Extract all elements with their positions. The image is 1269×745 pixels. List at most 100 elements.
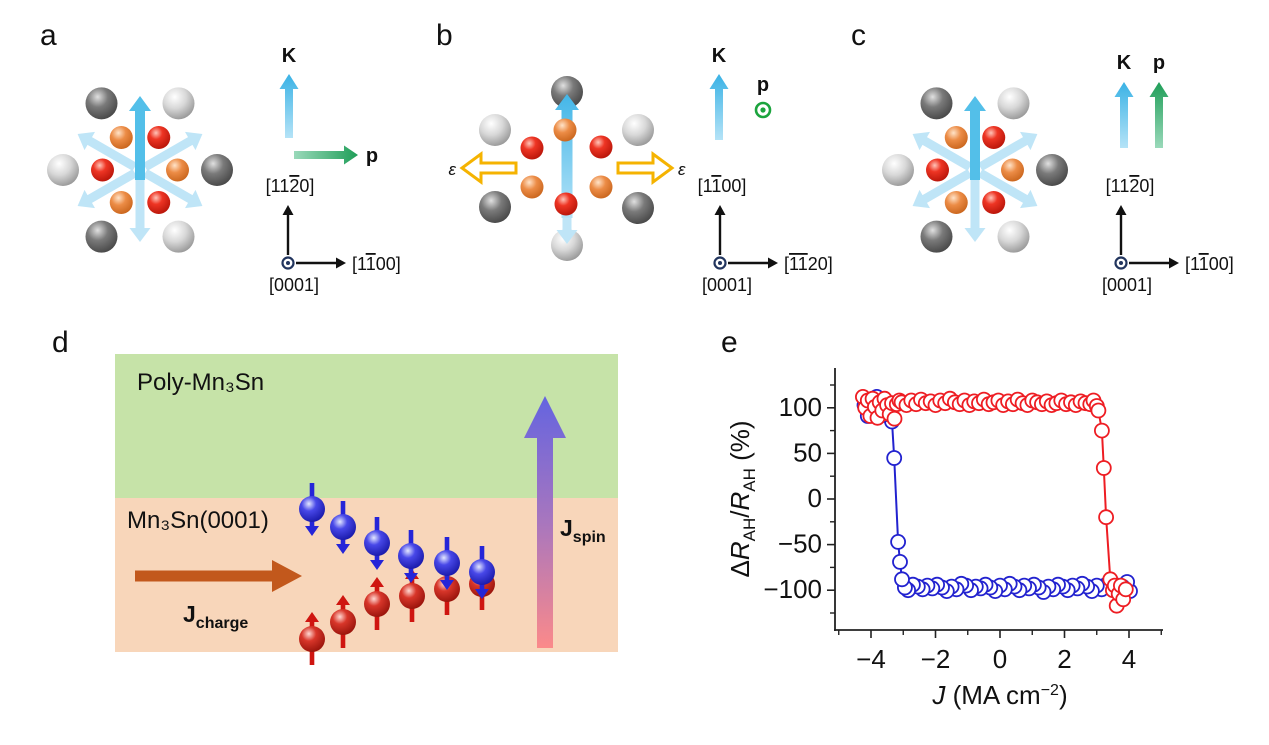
strain-epsilon-right: ε (678, 160, 686, 179)
spin-axis-arrow-icon (142, 169, 203, 209)
outer-atom (479, 191, 511, 223)
sweep_positive_to_negative-data-point (1117, 581, 1134, 598)
inner-atom (589, 175, 613, 199)
k-vector-label: K (712, 45, 727, 67)
spin-down-electron (398, 543, 424, 569)
spin-axis-arrow-icon (912, 169, 973, 209)
outer-atom (1036, 154, 1068, 186)
octupole-arrow-icon (964, 96, 986, 180)
axis-label-up: [1100] (698, 176, 747, 196)
k-vector-label: K (1117, 52, 1132, 74)
panel-letter-a: a (40, 19, 57, 52)
spin-up-electron (399, 583, 425, 609)
spin-up-electron (330, 609, 356, 635)
inner-atom (147, 190, 171, 214)
inner-atom (109, 126, 133, 150)
top-layer-label: Poly-Mn₃Sn (137, 369, 264, 396)
spin-axis-arrow-icon (77, 169, 138, 209)
outer-atom (162, 220, 195, 253)
inner-atom (944, 190, 968, 214)
kagome-cluster-a (47, 87, 233, 253)
panel-letter-e: e (721, 326, 738, 359)
panel-d: d Poly-Mn₃Sn Mn₃Sn(0001) Jcharge Jspin (52, 326, 618, 665)
axis-label-up: [1120] (1106, 176, 1155, 196)
inner-atom (91, 158, 114, 182)
panel-e: e −4 −2 0 2 4 100 50 0 −50 −100 ΔRAH/RAH (%) J (M… (721, 326, 1163, 710)
bottom-layer-label: Mn₃Sn(0001) (127, 507, 269, 534)
strain-arrow-right-icon (616, 151, 675, 185)
sweep_positive_to_negative-data-point (1090, 402, 1107, 419)
j-charge-label: Jcharge (183, 601, 248, 632)
y-tick-label: 0 (808, 483, 822, 513)
outer-atom (622, 114, 654, 146)
outer-atom (920, 220, 953, 253)
k-arrow-icon (709, 74, 729, 140)
inner-atom (553, 118, 577, 142)
spin-axis-arrow-icon (977, 131, 1038, 171)
spin-down-electron (299, 496, 325, 522)
p-arrow-icon (1149, 82, 1169, 148)
outer-atom (85, 220, 118, 253)
inner-atom (982, 190, 1006, 214)
legend-a (279, 74, 358, 270)
outer-atom (882, 154, 914, 186)
inner-atom (982, 126, 1006, 150)
outer-atom (479, 114, 511, 146)
k-arrow-icon (279, 74, 299, 138)
x-axis-title: J (MA cm−2) (931, 680, 1067, 710)
j-spin-label: Jspin (560, 515, 606, 546)
panel-letter-c: c (851, 19, 866, 52)
outer-atom (85, 87, 118, 120)
outer-atom (997, 87, 1030, 120)
sweep_negative_to_positive-data-point (890, 534, 906, 550)
inner-atom (166, 158, 189, 182)
sweep_positive_to_negative-data-point (886, 410, 903, 427)
y-tick-label: −100 (763, 574, 822, 604)
legend-c (1114, 82, 1179, 270)
p-arrow-icon (294, 145, 358, 165)
axis-label-right: [1100] (1185, 254, 1234, 274)
inner-atom (520, 175, 544, 199)
sweep_negative_to_positive-data-point (894, 571, 910, 588)
outer-atom (997, 220, 1030, 253)
spin-axis-arrow-icon (977, 169, 1038, 209)
strain-arrow-left-icon (459, 151, 518, 185)
inner-atom (926, 158, 949, 182)
inner-atom (944, 126, 968, 150)
kagome-cluster-b (459, 76, 675, 261)
axis-arrow-up-icon (714, 205, 726, 255)
inner-atom (147, 126, 171, 150)
axis-arrow-right-icon (296, 257, 346, 269)
panel-letter-b: b (436, 19, 453, 52)
outer-atom (551, 76, 583, 108)
strain-epsilon-left: ε (449, 160, 457, 179)
p-vector-label: p (366, 145, 378, 167)
x-tick-label: 2 (1057, 644, 1071, 674)
axis-label-right: [1100] (352, 254, 401, 274)
axis-arrow-right-icon (728, 257, 778, 269)
inner-atom (109, 190, 133, 214)
outer-atom (622, 192, 654, 224)
y-tick-label: 50 (793, 437, 822, 467)
spin-axis-arrow-icon (964, 176, 986, 242)
outer-atom (920, 87, 953, 120)
octupole-arrow-up-icon (555, 94, 579, 218)
sweep_negative_to_positive-data-point (892, 554, 908, 570)
k-arrow-icon (1114, 82, 1134, 148)
spin-axis-arrow-icon (142, 131, 203, 171)
axis-label-out-of-plane: [0001] (269, 275, 319, 295)
spin-axis-arrow-icon (912, 131, 973, 171)
axis-arrow-up-icon (1115, 205, 1127, 255)
sweep_positive_to_negative-data-point (1094, 422, 1110, 439)
p-vector-label: p (1153, 52, 1165, 74)
panel-letter-d: d (52, 326, 69, 359)
inner-atom (589, 135, 613, 159)
spin-axis-arrow-icon (129, 176, 151, 242)
axis-out-of-plane-icon (286, 261, 290, 265)
axis-arrow-up-icon (282, 205, 294, 255)
kagome-cluster-c (882, 87, 1068, 253)
outer-atom (162, 87, 195, 120)
spin-down-electron (364, 530, 390, 556)
